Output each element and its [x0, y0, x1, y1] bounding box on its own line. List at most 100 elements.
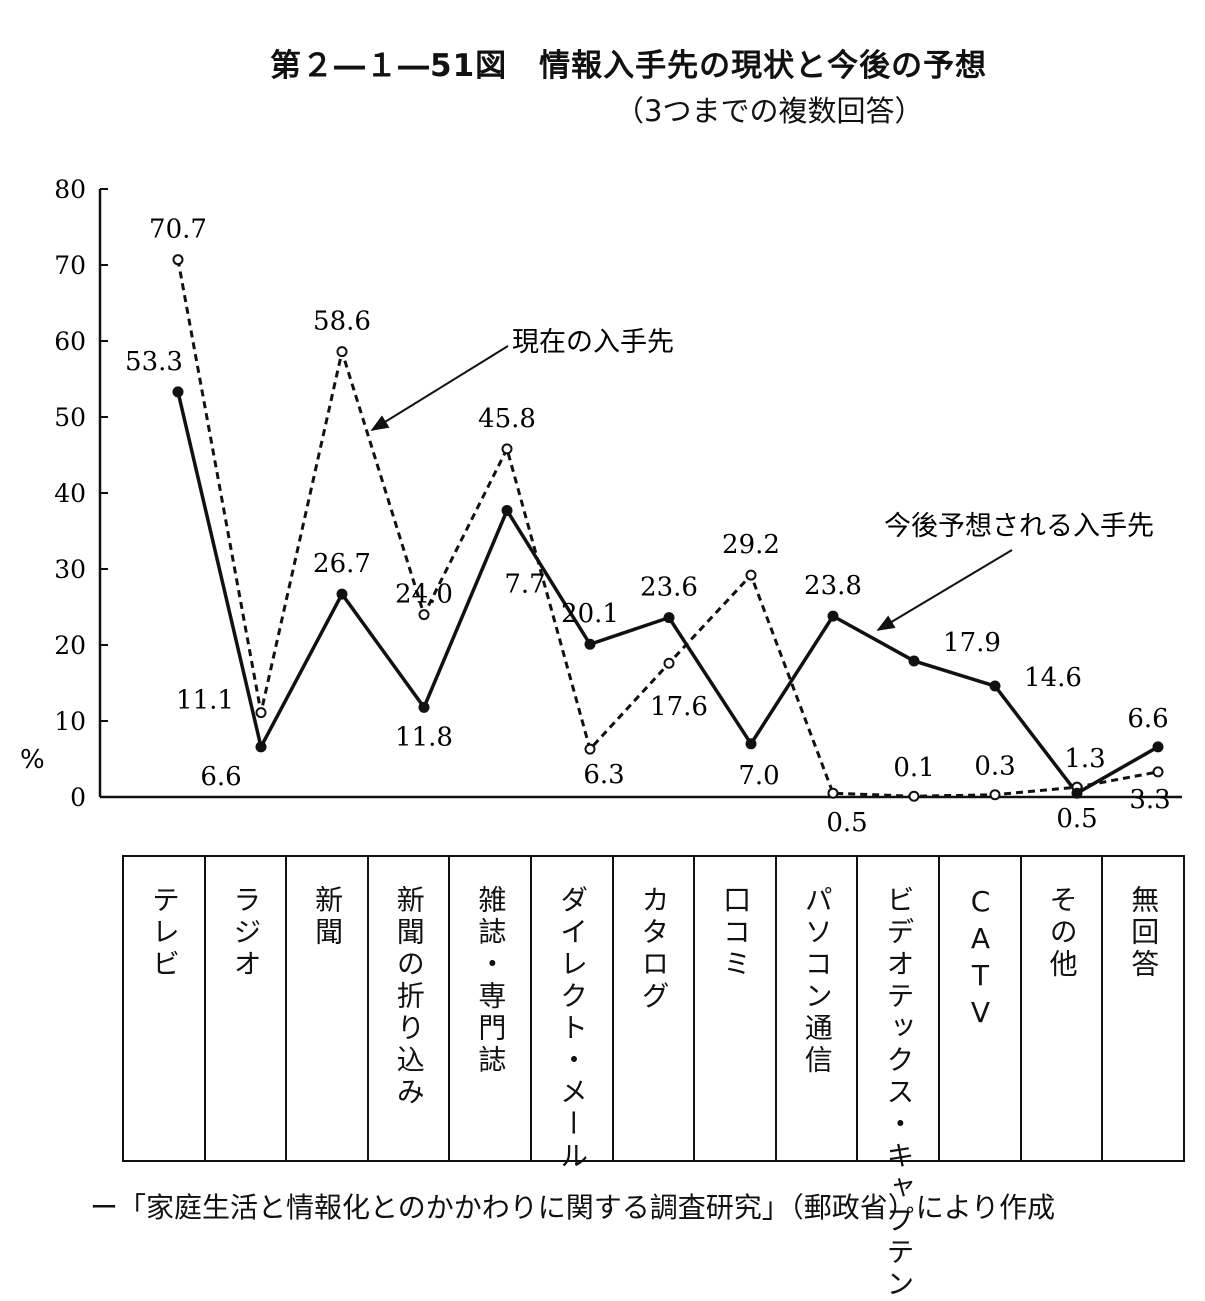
marker-filled: [418, 701, 430, 713]
category-cell: ラジオ: [203, 857, 286, 1160]
marker-open: [663, 657, 675, 669]
marker-open: [418, 609, 430, 621]
annotation-current: 現在の入手先: [512, 327, 674, 358]
data-label: 6.3: [583, 760, 624, 790]
category-label: テレビ: [147, 885, 181, 981]
data-label: 6.6: [1127, 704, 1168, 734]
data-label: 7.0: [738, 761, 779, 791]
category-label: 無回答: [1127, 885, 1161, 981]
data-label: 20.1: [561, 599, 619, 629]
y-tick-label: 50: [54, 403, 86, 432]
y-tick-label: 70: [54, 251, 86, 280]
category-cell: 無回答: [1101, 857, 1183, 1160]
marker-open: [584, 743, 596, 755]
category-cell: テレビ: [124, 857, 204, 1160]
data-label: 0.3: [974, 752, 1015, 782]
marker-filled: [663, 612, 675, 624]
category-cell: 雑誌・専門誌: [448, 857, 530, 1160]
series-markers: [172, 254, 1164, 802]
category-label: パソコン通信: [800, 885, 834, 1077]
chart-subtitle: （3つまでの複数回答）: [615, 94, 924, 128]
marker-open: [1152, 766, 1164, 778]
data-label: 0.5: [826, 808, 867, 838]
y-tick-label: 60: [54, 327, 86, 356]
data-label: 45.8: [478, 404, 536, 434]
y-tick-label: 20: [54, 631, 86, 660]
y-tick-label: 30: [54, 555, 86, 584]
data-label: 7.7: [504, 569, 545, 599]
category-label: 雑誌・専門誌: [474, 885, 508, 1077]
marker-filled: [1152, 741, 1164, 753]
marker-open: [255, 707, 267, 719]
category-label: 新聞の折り込み: [392, 885, 426, 1109]
category-cell: ダイレクト・メール: [530, 857, 612, 1173]
marker-open: [908, 790, 920, 802]
data-label: 1.3: [1064, 744, 1105, 774]
line-chart: 0 10 20 30 40 50 60 70 80% 70.7 11.1 58.6 24.0 45.8 6…: [20, 175, 1182, 839]
category-table: テレビ ラジオ 新聞 新聞の折り込み 雑誌・専門誌 ダイレクト・メール カタログ 口コミ パソコ…: [122, 855, 1185, 1301]
annotation-arrow-future: [876, 549, 1013, 631]
data-label: 53.3: [125, 347, 183, 377]
category-label: カタログ: [637, 885, 671, 1013]
data-label: 23.6: [640, 573, 698, 603]
marker-open: [827, 787, 839, 799]
marker-filled: [908, 655, 920, 667]
category-label: ダイレクト・メール: [555, 885, 589, 1173]
axes: 0 10 20 30 40 50 60 70 80%: [20, 175, 1182, 812]
data-label: 14.6: [1024, 663, 1082, 693]
marker-filled: [584, 638, 596, 650]
marker-open: [172, 254, 184, 266]
y-tick-label: 80: [54, 175, 86, 204]
data-label: 70.7: [149, 215, 207, 245]
category-label: 口コミ: [719, 885, 753, 981]
data-label: 11.1: [176, 686, 234, 716]
y-axis-label: %: [20, 745, 45, 775]
marker-open: [501, 443, 513, 455]
data-label: 0.5: [1056, 804, 1097, 834]
data-label: 6.6: [200, 762, 241, 792]
category-cell: その他: [1019, 857, 1102, 1160]
data-label: 17.6: [650, 692, 708, 722]
category-label: ビデオテックス・キャプテン: [882, 885, 916, 1301]
category-label: CATV: [963, 885, 997, 1033]
category-cell: パソコン通信: [774, 857, 857, 1160]
category-label: ラジオ: [229, 885, 263, 981]
marker-filled: [989, 680, 1001, 692]
y-tick-label: 10: [54, 707, 86, 736]
marker-filled: [745, 738, 757, 750]
data-labels: 70.7 11.1 58.6 24.0 45.8 6.3 17.6 29.2 0.5 0.1 0.3…: [125, 215, 1171, 839]
category-cell: 新聞: [285, 857, 367, 1160]
marker-filled: [172, 386, 184, 398]
marker-filled: [336, 588, 348, 600]
data-label: 23.8: [804, 571, 862, 601]
annotation-future: 今後予想される入手先: [884, 511, 1154, 542]
marker-filled: [501, 504, 513, 516]
data-label: 11.8: [395, 722, 453, 752]
source-note: ー「家庭生活と情報化とのかかわりに関する調査研究」（郵政省）により作成: [90, 1191, 1056, 1224]
y-tick-label: 0: [70, 783, 86, 812]
category-cell: 口コミ: [693, 857, 775, 1160]
data-label: 17.9: [943, 628, 1001, 658]
data-label: 24.0: [395, 580, 453, 610]
category-cell: カタログ: [611, 857, 694, 1160]
category-label: その他: [1045, 885, 1079, 981]
chart-title: 第２―１―51図 情報入手先の現状と今後の予想: [270, 48, 988, 84]
data-label: 58.6: [313, 307, 371, 337]
data-label: 0.1: [893, 753, 934, 783]
marker-open: [336, 346, 348, 358]
marker-open: [745, 569, 757, 581]
marker-filled: [1071, 787, 1083, 799]
marker-filled: [827, 610, 839, 622]
annotation-arrow-current: [370, 345, 509, 431]
y-tick-label: 40: [54, 479, 86, 508]
category-label: 新聞: [311, 885, 345, 949]
category-cell: 新聞の折り込み: [366, 857, 449, 1160]
marker-open: [989, 789, 1001, 801]
category-cell: ビデオテックス・キャプテン: [856, 857, 938, 1301]
data-label: 29.2: [722, 530, 780, 560]
data-label: 3.3: [1129, 785, 1170, 815]
category-cell: CATV: [938, 857, 1020, 1160]
marker-filled: [255, 741, 267, 753]
data-label: 26.7: [313, 549, 371, 579]
